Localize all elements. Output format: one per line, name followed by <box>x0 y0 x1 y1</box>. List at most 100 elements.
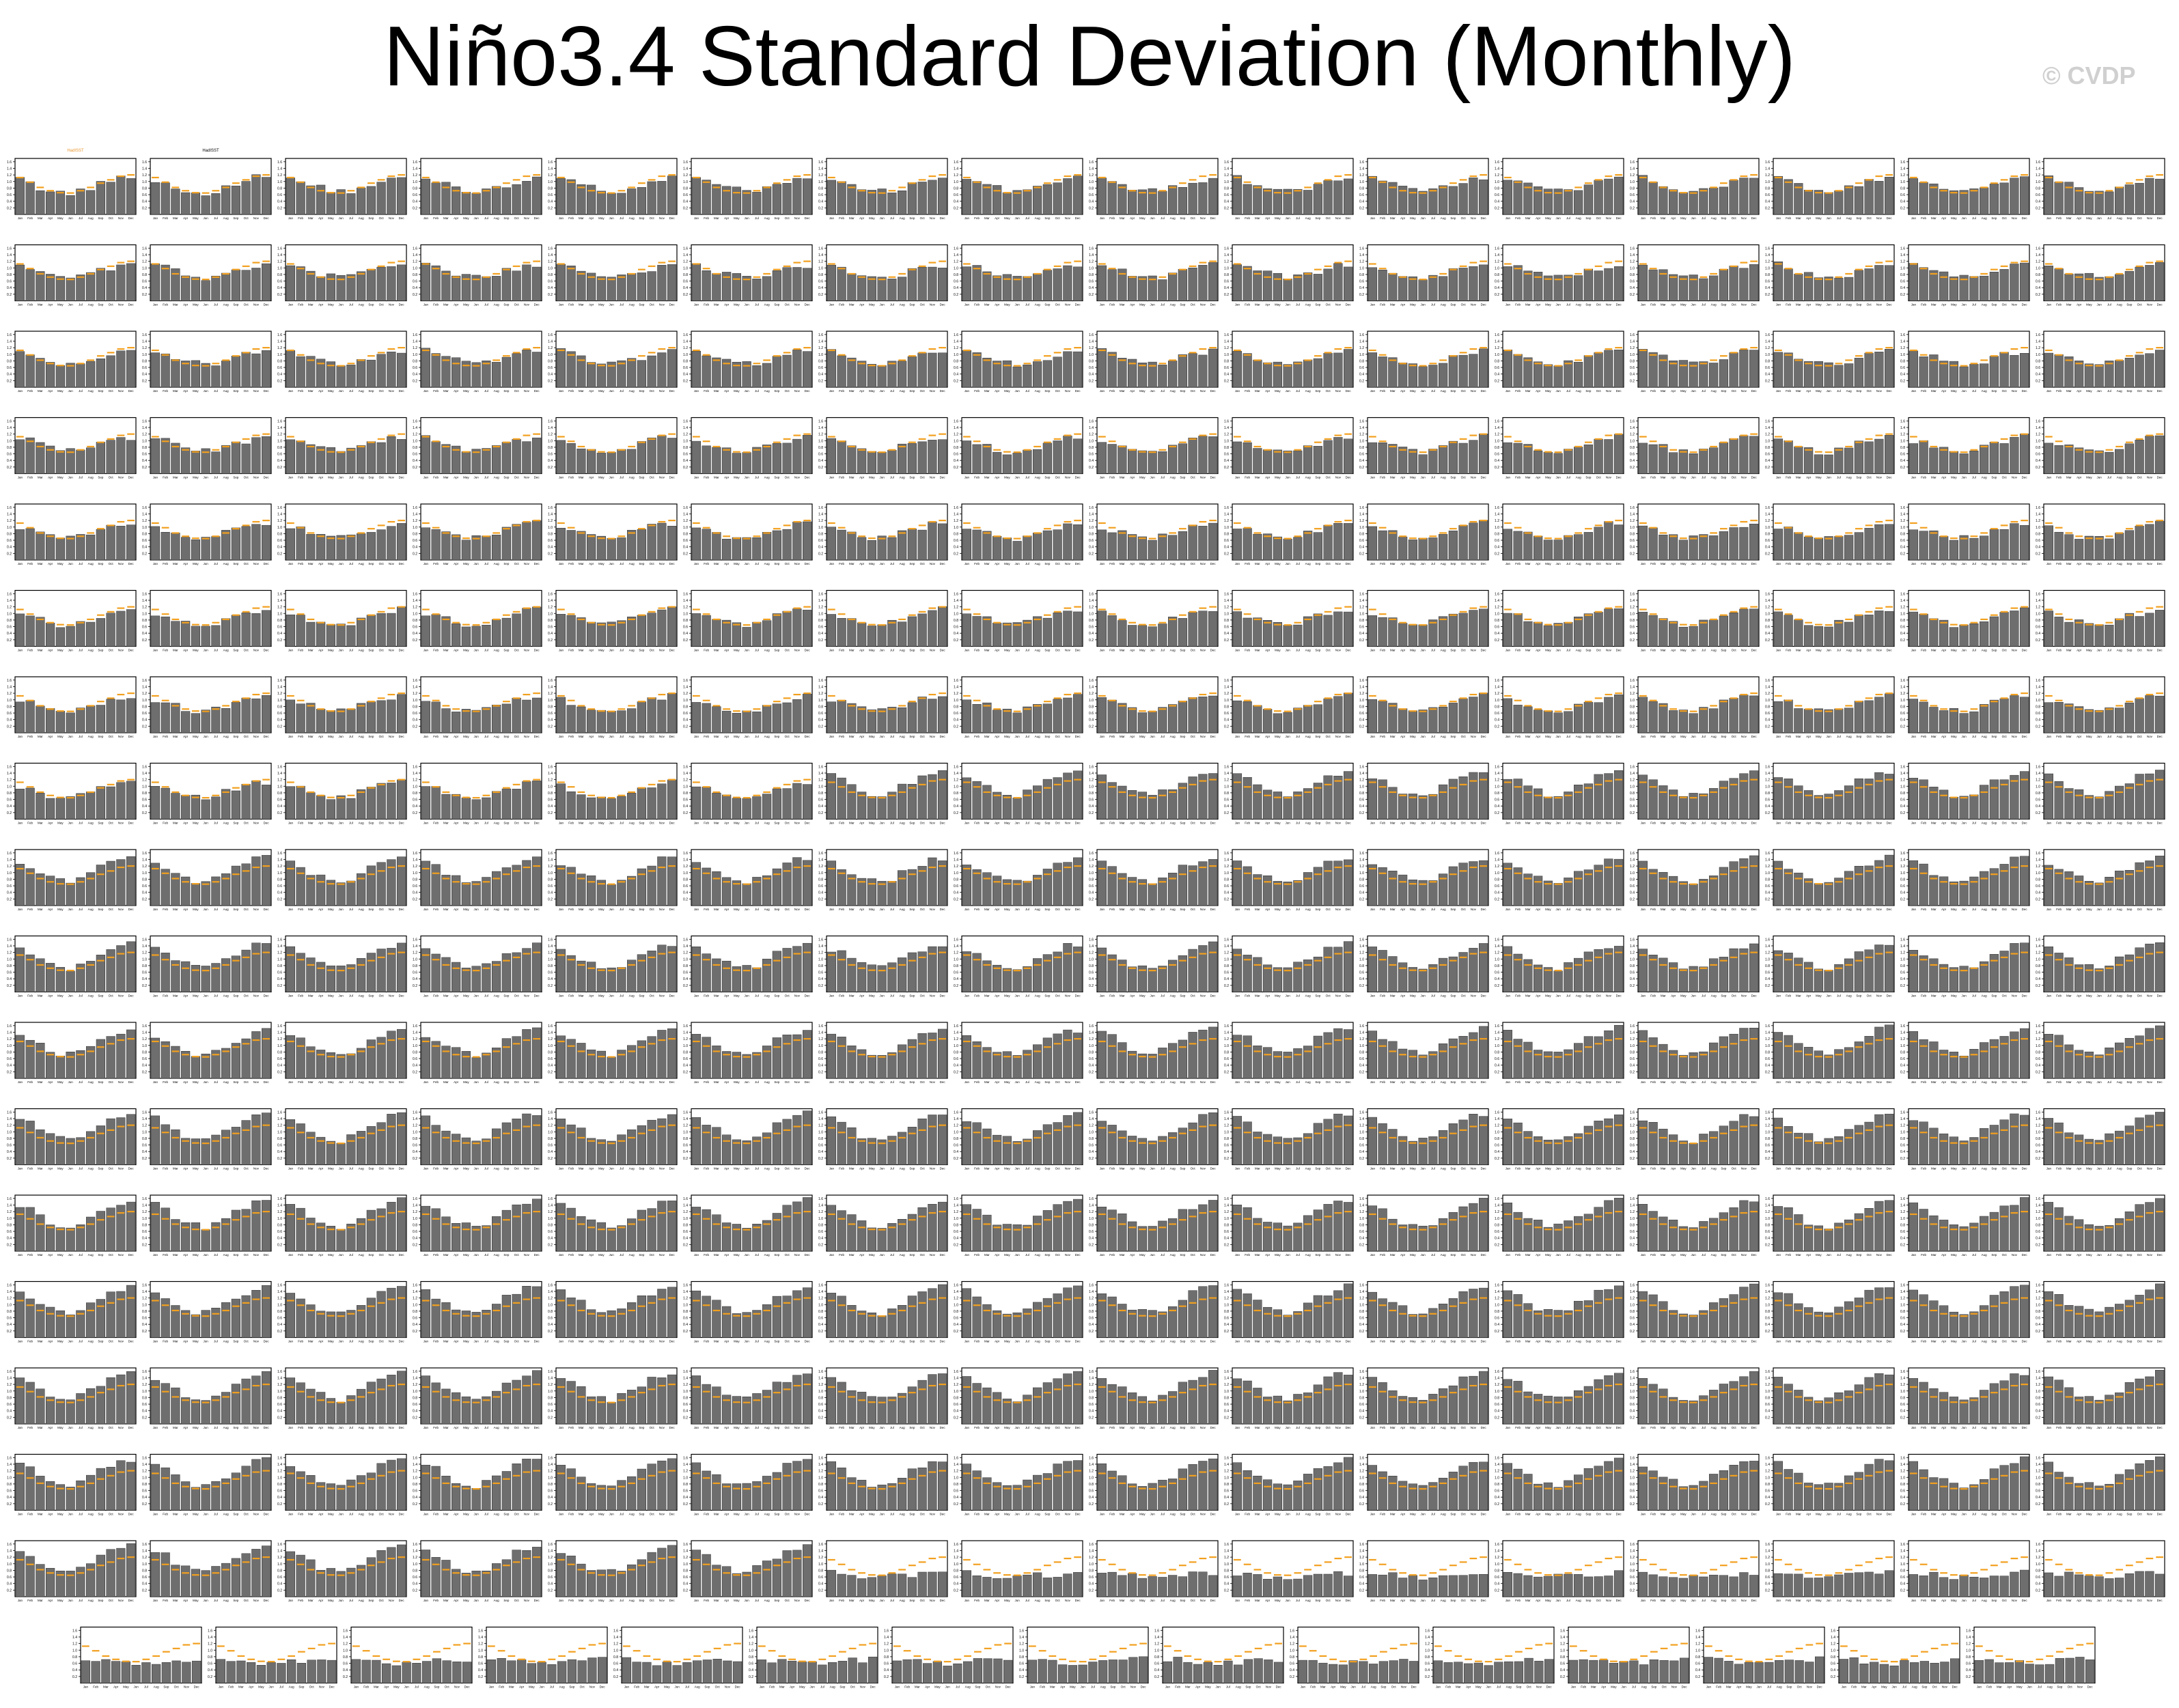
x-tick-label: Jan <box>1776 303 1781 307</box>
bar <box>1729 527 1738 561</box>
x-tick-label: Jul <box>620 649 624 652</box>
x-tick-label: May <box>1410 562 1416 565</box>
x-tick-label: Sep <box>1315 562 1321 565</box>
x-tick-label: Mar <box>308 562 314 565</box>
x-tick-label: May <box>734 389 740 393</box>
y-tick-label: 1.4 <box>683 512 688 516</box>
bar <box>2054 268 2064 301</box>
panel-frame <box>1637 244 1760 302</box>
bar <box>1739 435 1749 474</box>
bar <box>702 529 711 561</box>
bar <box>1658 354 1668 388</box>
y-tick-label: 1.6 <box>7 592 12 596</box>
y-tick-label: 0.2 <box>1495 293 1499 297</box>
x-tick-label: Apr <box>1671 562 1676 565</box>
y-tick-label: 1.6 <box>683 247 688 251</box>
x-tick-label: Oct <box>244 389 249 393</box>
bar <box>1168 535 1178 561</box>
y-tick-label: 0.8 <box>1224 619 1229 623</box>
bar <box>1999 182 2009 215</box>
bar <box>1523 444 1533 474</box>
x-tick-label: Aug <box>88 303 94 307</box>
bar <box>1178 269 1187 301</box>
bar <box>106 355 115 388</box>
bar <box>917 613 927 647</box>
x-tick-label: Dec <box>1075 649 1081 652</box>
y-tick-label: 0.2 <box>954 639 958 643</box>
y-tick-label: 1.0 <box>954 612 958 616</box>
x-tick-label: Dec <box>805 389 811 393</box>
bar <box>1479 434 1488 474</box>
y-tick-label: 1.2 <box>1630 173 1635 178</box>
bar <box>55 537 65 561</box>
y-tick-label: 1.4 <box>1224 339 1229 344</box>
x-tick-label: Mar <box>2066 476 2072 479</box>
y-tick-label: 1.2 <box>413 173 417 178</box>
x-tick-label: Mar <box>579 389 584 393</box>
y-tick-label: 0.4 <box>413 459 417 463</box>
x-tick-label: Dec <box>2022 303 2028 307</box>
bar <box>877 451 887 474</box>
x-tick-label: Jan <box>694 216 699 220</box>
x-tick-label: Apr <box>1806 303 1812 307</box>
x-tick-label: Dec <box>669 389 676 393</box>
bar <box>617 537 626 561</box>
x-tick-label: Apr <box>1265 303 1271 307</box>
x-tick-label: Mar <box>1661 389 1666 393</box>
x-tick-label: Oct <box>1732 303 1737 307</box>
bar <box>702 355 711 388</box>
x-tick-label: Sep <box>1450 562 1456 565</box>
bar <box>1293 361 1303 388</box>
bar <box>1313 184 1322 215</box>
bar <box>2145 353 2154 388</box>
bar <box>1749 350 1759 388</box>
bar <box>752 365 762 388</box>
bar <box>1107 532 1117 561</box>
x-tick-label: Mar <box>1390 562 1396 565</box>
x-tick-label: Feb <box>1380 303 1385 307</box>
bar <box>181 275 191 301</box>
y-tick-label: 0.6 <box>954 366 958 370</box>
y-tick-label: 1.4 <box>954 167 958 171</box>
y-tick-label: 1.6 <box>1765 506 1770 510</box>
y-tick-label: 1.4 <box>1495 426 1499 430</box>
bar <box>1939 271 1949 301</box>
bar <box>1273 361 1282 388</box>
bar <box>742 276 751 301</box>
x-tick-label: Oct <box>2002 303 2008 307</box>
x-tick-label: Jun <box>1420 649 1426 652</box>
bar <box>306 270 316 301</box>
bar <box>1864 268 1874 301</box>
x-tick-label: Jul <box>1702 389 1706 393</box>
x-tick-label: Jan <box>964 476 970 479</box>
bar <box>1398 447 1408 474</box>
panel-frame <box>14 244 137 302</box>
x-tick-label: Oct <box>1867 562 1872 565</box>
bar <box>15 439 25 474</box>
bar <box>617 620 626 647</box>
y-tick-label: 1.4 <box>1495 339 1499 344</box>
bar <box>917 266 927 301</box>
bar <box>1689 191 1698 215</box>
panel-frame <box>1367 589 1489 647</box>
bar <box>596 191 606 215</box>
bar <box>627 449 637 474</box>
bar <box>762 620 772 647</box>
y-tick-label: 0.4 <box>142 546 147 550</box>
bar <box>1658 269 1668 301</box>
bar <box>782 183 792 215</box>
y-tick-label: 0.4 <box>413 286 417 290</box>
bar <box>306 185 316 215</box>
bar <box>1854 532 1863 561</box>
panel-frame <box>691 417 813 475</box>
y-tick-label: 0.6 <box>683 193 688 197</box>
x-tick-label: Aug <box>764 649 771 652</box>
bar <box>1638 525 1648 561</box>
x-tick-label: Sep <box>1856 562 1862 565</box>
x-tick-label: Jun <box>1285 303 1290 307</box>
bar <box>1344 349 1353 388</box>
y-tick-label: 0.6 <box>1765 193 1770 197</box>
